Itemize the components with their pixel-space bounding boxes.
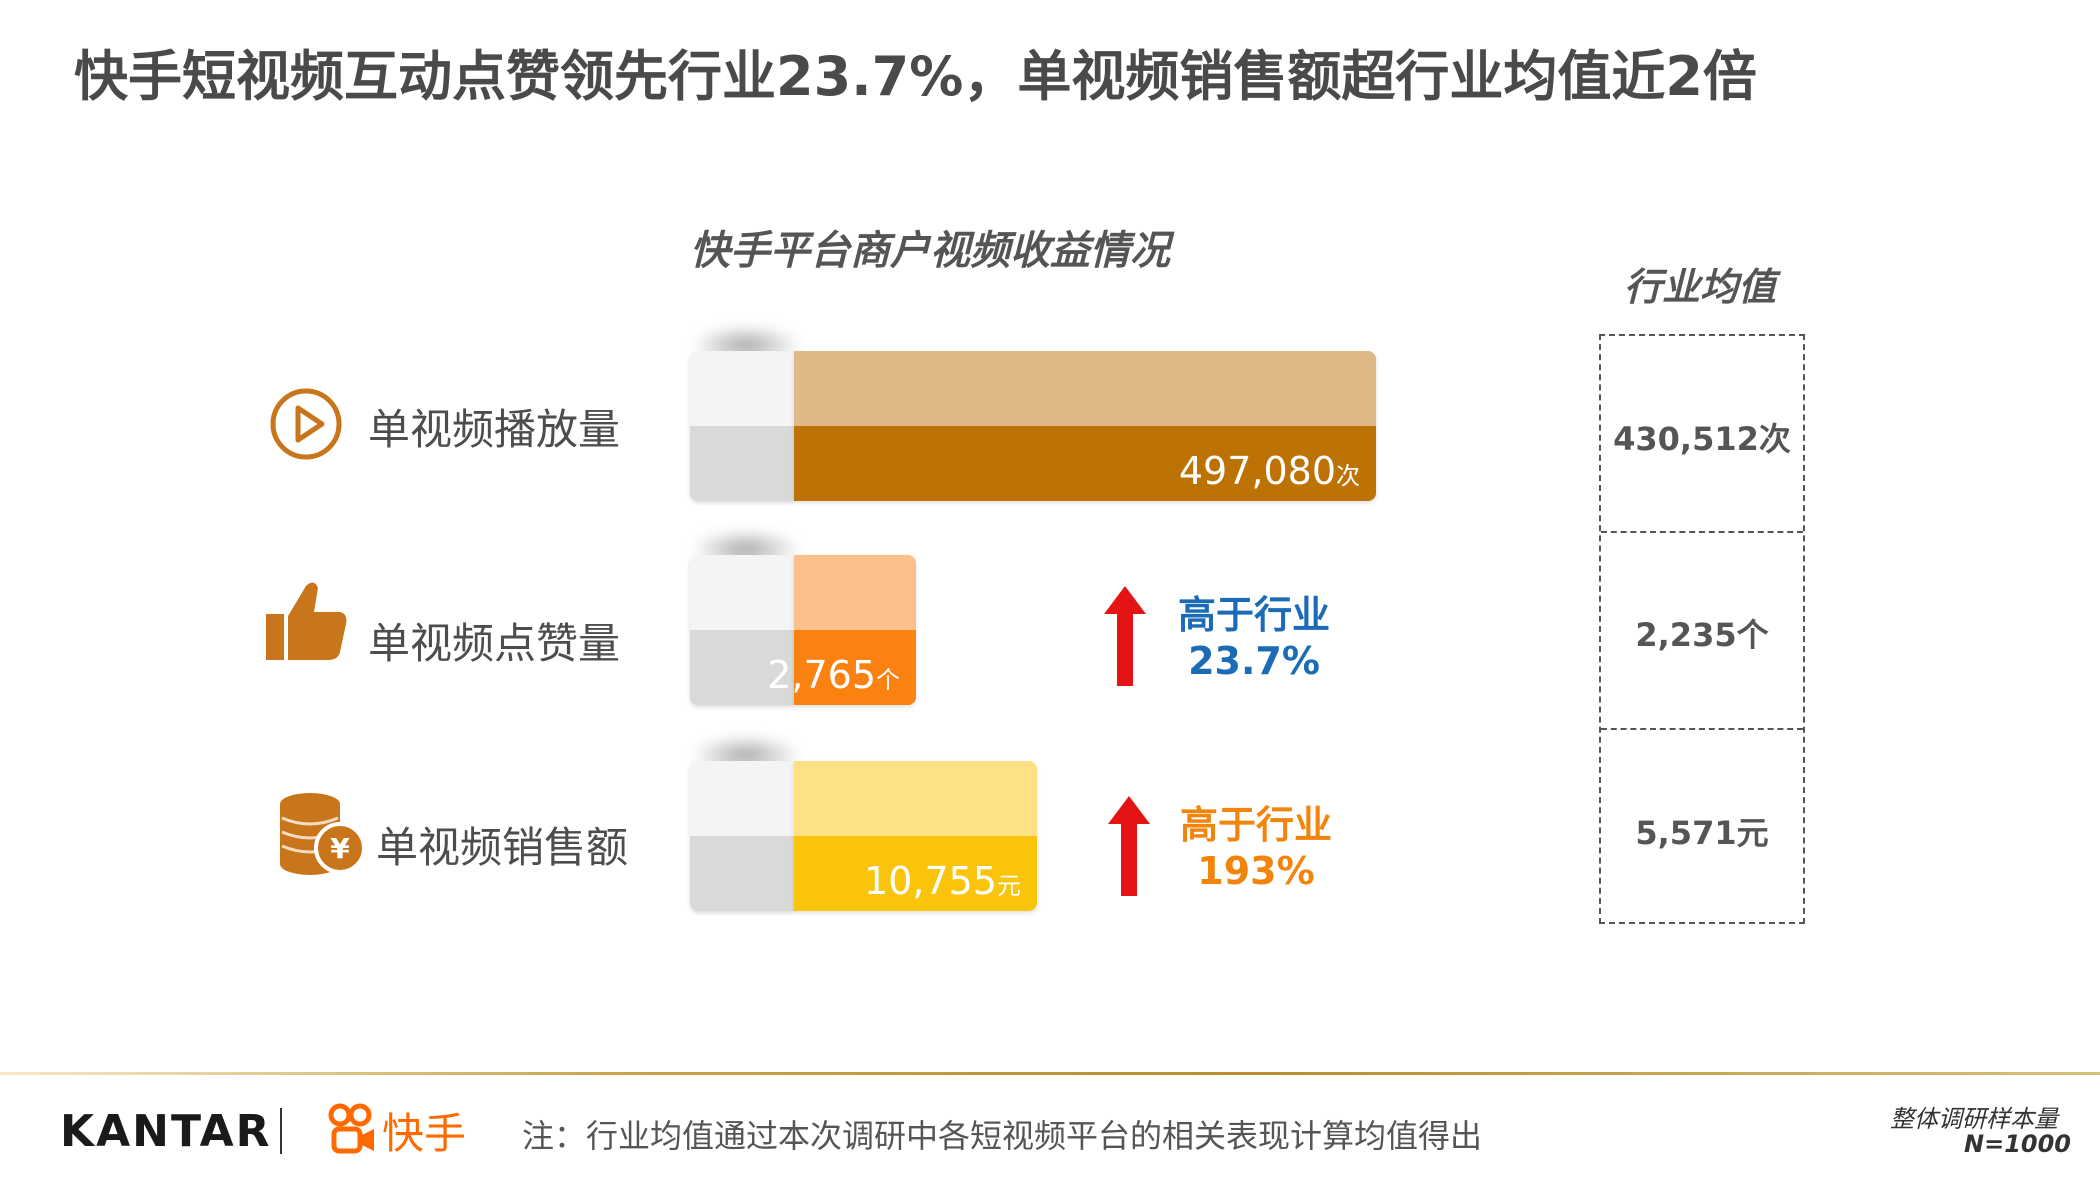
thumbs-up-icon: [262, 576, 348, 666]
industry-average-likes: 2,235个: [1635, 616, 1769, 654]
kuaishou-logo-text: 快手: [382, 1108, 467, 1158]
industry-average-box: 430,512次 2,235个 5,571元: [1599, 334, 1805, 924]
up-arrow-icon: [1108, 796, 1150, 900]
bar-sales-fill: 10,755元: [794, 761, 1037, 911]
bar-sales-value: 10,755元: [864, 859, 1021, 903]
play-circle-icon: [268, 386, 344, 462]
sample-size-value: N=1000: [1964, 1130, 2071, 1158]
footnote: 注：行业均值通过本次调研中各短视频平台的相关表现计算均值得出: [522, 1117, 1483, 1155]
bar-views-value: 497,080次: [1178, 449, 1360, 493]
comparison-likes-line1: 高于行业: [1178, 593, 1331, 637]
bar-likes-value: 2,765个: [767, 653, 900, 697]
sample-size-label: 整体调研样本量: [1890, 1105, 2058, 1133]
metric-label-likes: 单视频点赞量: [368, 619, 621, 668]
footer-divider: [0, 1072, 2100, 1075]
industry-average-sales: 5,571元: [1635, 814, 1769, 852]
svg-text:¥: ¥: [330, 832, 350, 865]
bar-likes: 2,765个: [690, 529, 916, 705]
page-title: 快手短视频互动点赞领先行业23.7%，单视频销售额超行业均值近2倍: [74, 45, 1757, 108]
kuaishou-logo: 快手: [326, 1100, 466, 1160]
bar-views: 497,080次: [690, 325, 1376, 501]
comparison-likes-line2: 23.7%: [1188, 639, 1320, 683]
kantar-logo: KANTAR: [60, 1106, 272, 1157]
metric-label-sales: 单视频销售额: [376, 823, 629, 872]
logo-separator: [280, 1108, 282, 1154]
comparison-sales: 高于行业 193%: [1180, 802, 1332, 894]
comparison-likes: 高于行业 23.7%: [1178, 592, 1330, 684]
comparison-sales-line1: 高于行业: [1180, 803, 1333, 847]
bar-sales: 10,755元: [690, 735, 1037, 911]
coins-yen-icon: ¥: [276, 790, 366, 876]
metric-label-views: 单视频播放量: [368, 405, 621, 454]
chart-title: 快手平台商户视频收益情况: [690, 228, 1170, 274]
comparison-sales-line2: 193%: [1197, 849, 1315, 893]
kuaishou-logo-icon: [328, 1103, 374, 1154]
industry-average-views: 430,512次: [1613, 420, 1791, 458]
up-arrow-icon: [1104, 586, 1146, 690]
bar-views-fill: 497,080次: [794, 351, 1376, 501]
bar-likes-fill: 2,765个: [767, 555, 916, 705]
industry-average-header: 行业均值: [1624, 265, 1777, 309]
